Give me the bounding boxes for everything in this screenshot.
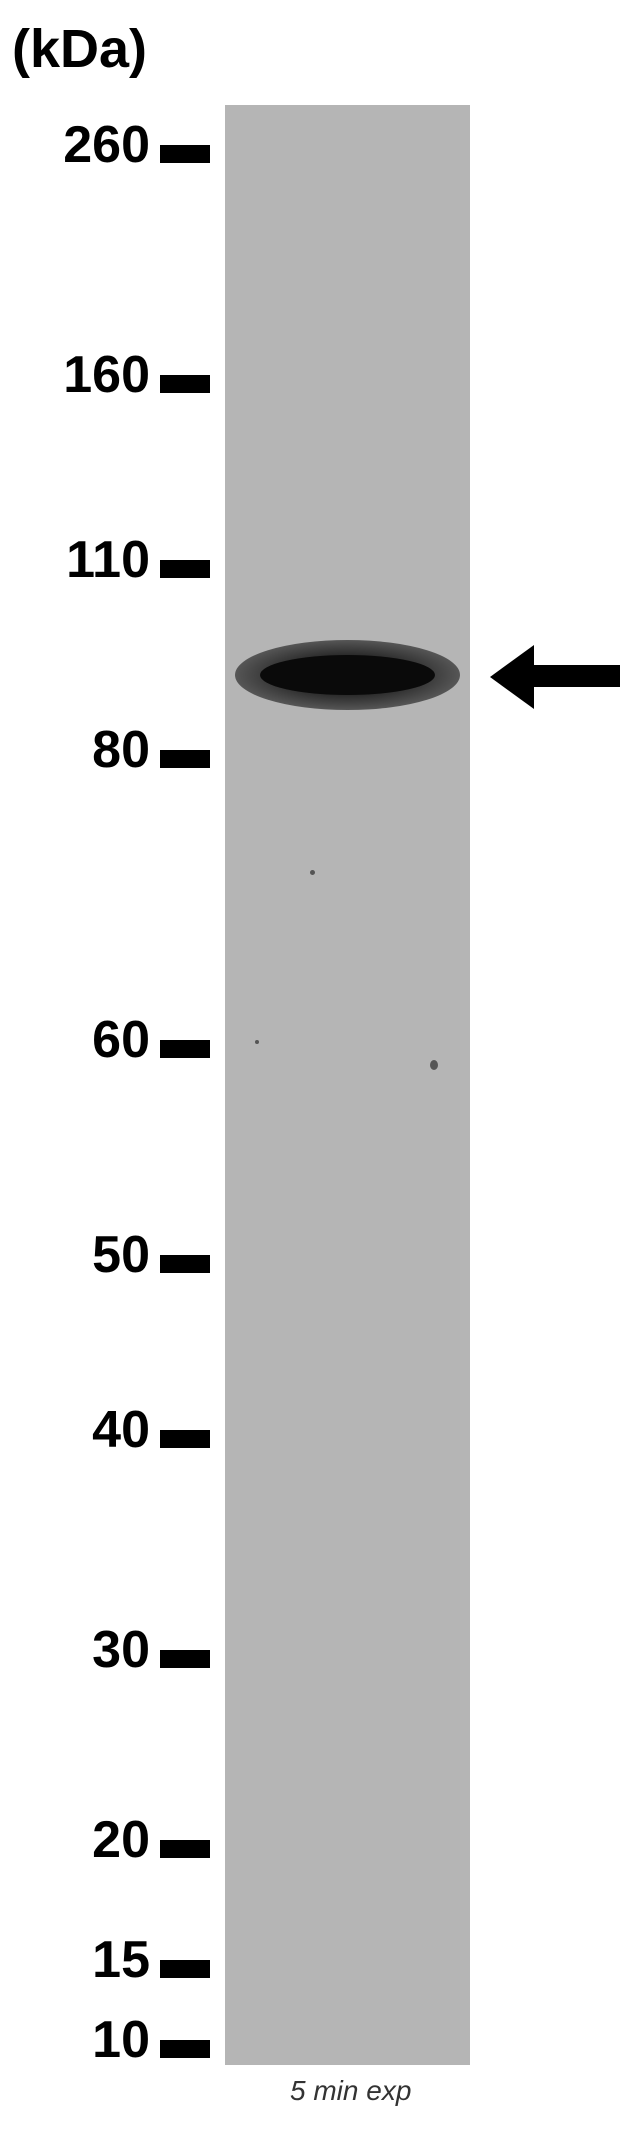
marker-110: 110 xyxy=(66,530,150,590)
marker-80: 80 xyxy=(92,720,150,780)
blot-lane xyxy=(225,105,470,2065)
marker-40: 40 xyxy=(92,1400,150,1460)
marker-tick-80 xyxy=(160,750,210,768)
marker-160: 160 xyxy=(63,345,150,405)
marker-15: 15 xyxy=(92,1930,150,1990)
marker-tick-30 xyxy=(160,1650,210,1668)
marker-tick-260 xyxy=(160,145,210,163)
marker-30: 30 xyxy=(92,1620,150,1680)
arrow-shaft xyxy=(530,665,620,687)
marker-tick-50 xyxy=(160,1255,210,1273)
marker-tick-160 xyxy=(160,375,210,393)
western-blot-figure: (kDa) 260 160 110 80 60 50 40 30 20 15 10 5 min ex… xyxy=(0,0,640,2137)
marker-10: 10 xyxy=(92,2010,150,2070)
kda-unit-label: (kDa) xyxy=(12,18,147,80)
protein-band-core xyxy=(260,655,435,695)
marker-tick-20 xyxy=(160,1840,210,1858)
marker-tick-10 xyxy=(160,2040,210,2058)
exposure-caption: 5 min exp xyxy=(290,2075,411,2107)
marker-tick-15 xyxy=(160,1960,210,1978)
marker-50: 50 xyxy=(92,1225,150,1285)
speck-0 xyxy=(255,1040,259,1044)
marker-tick-60 xyxy=(160,1040,210,1058)
speck-2 xyxy=(310,870,315,875)
marker-tick-110 xyxy=(160,560,210,578)
marker-260: 260 xyxy=(63,115,150,175)
arrow-head-icon xyxy=(490,645,534,709)
marker-tick-40 xyxy=(160,1430,210,1448)
marker-20: 20 xyxy=(92,1810,150,1870)
marker-60: 60 xyxy=(92,1010,150,1070)
speck-1 xyxy=(430,1060,438,1070)
